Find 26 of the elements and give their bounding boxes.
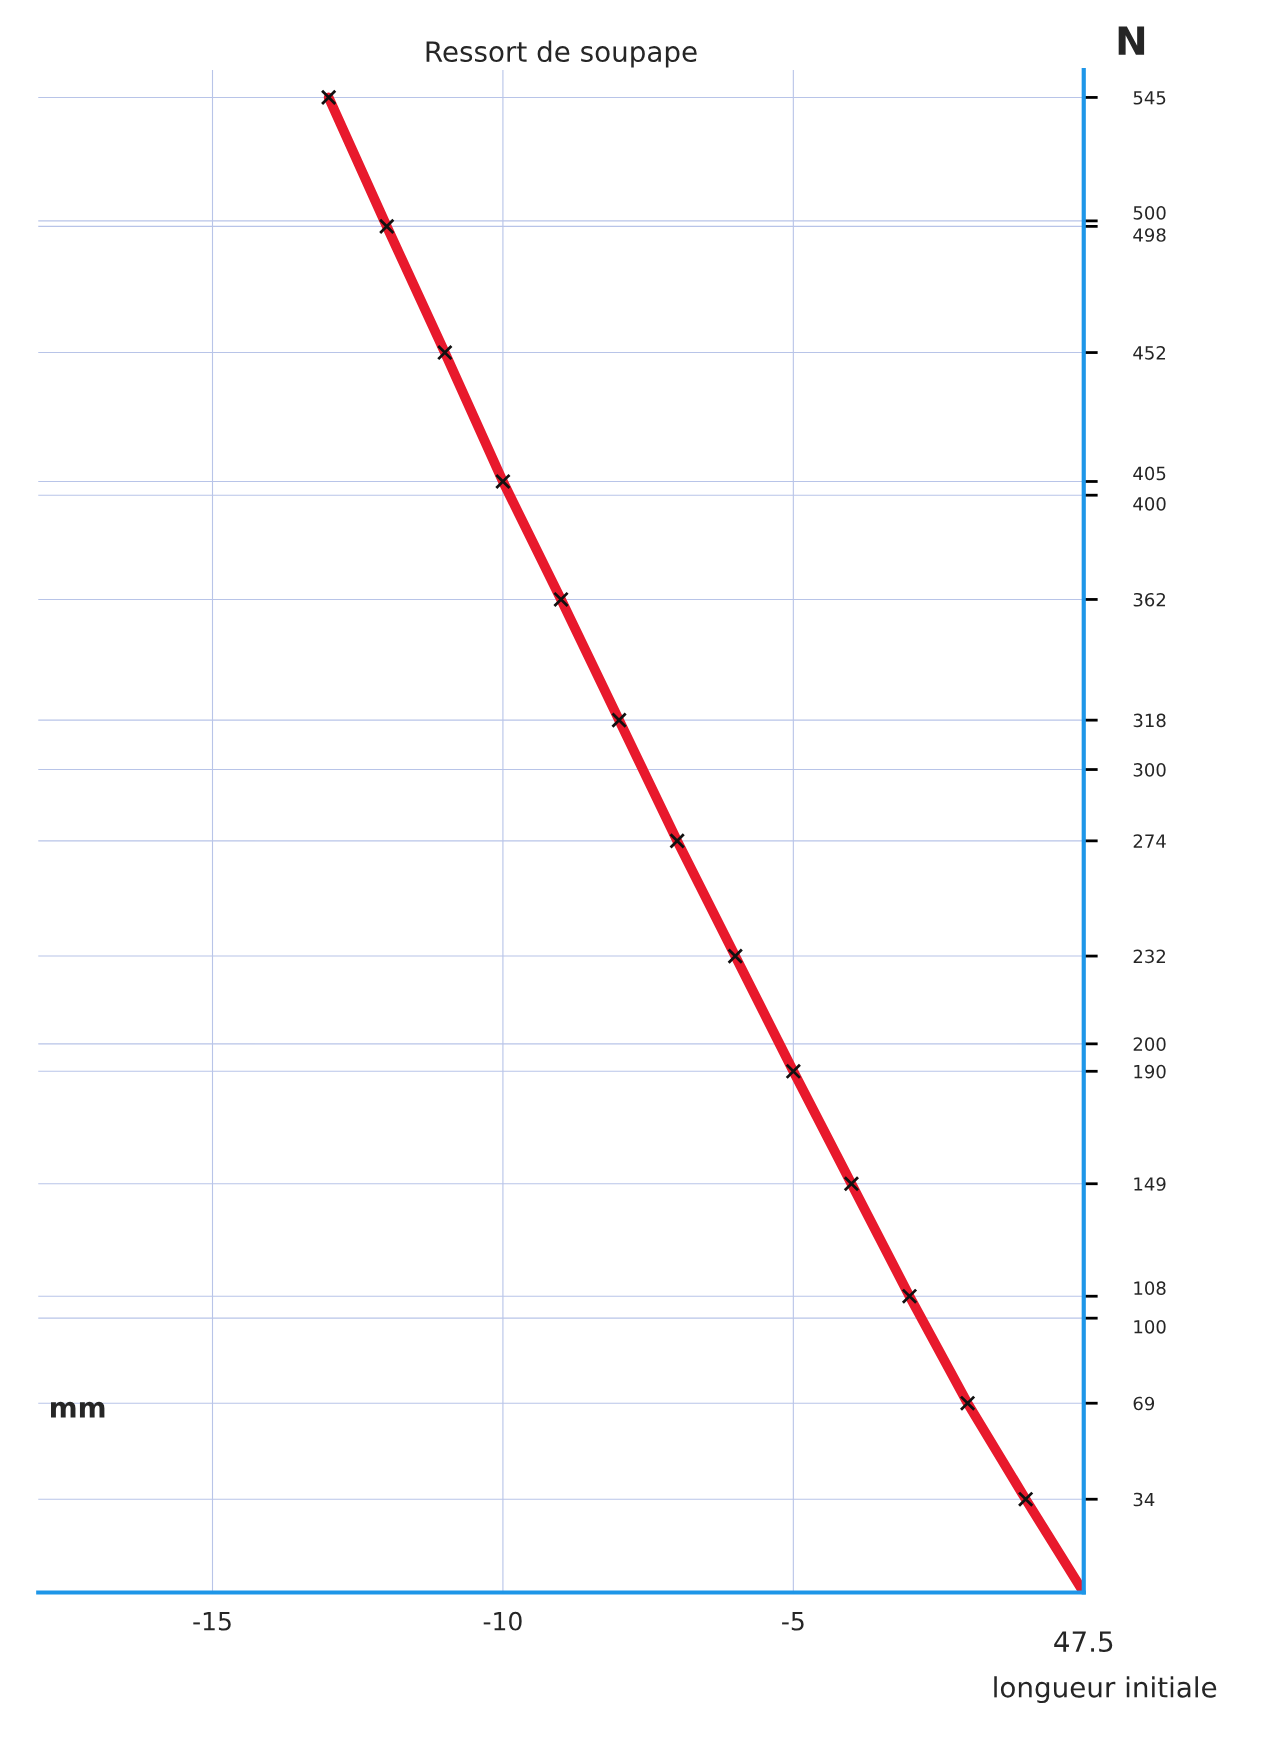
y-tick-label: 498 — [1133, 228, 1166, 242]
y-tick-label: 400 — [1133, 497, 1166, 511]
y-tick-label: 200 — [1133, 1037, 1166, 1051]
text: longueur initiale — [994, 1676, 1217, 1704]
y-tick-label: 34 — [1133, 1492, 1155, 1507]
y-tick-label: 545 — [1133, 91, 1166, 105]
x-tick-label: -10 — [483, 1611, 522, 1631]
text: 47.5 — [1054, 1631, 1113, 1653]
y-axis-title: N — [1118, 26, 1145, 55]
y-tick-label: 232 — [1133, 949, 1166, 964]
y-tick-label: 318 — [1133, 713, 1166, 728]
y-tick-label: 405 — [1133, 466, 1166, 481]
chart-title: Ressort de soupape — [426, 40, 697, 68]
y-tick-label: 69 — [1133, 1396, 1155, 1411]
y-tick-label: 108 — [1134, 1281, 1166, 1296]
y-tick-label: 452 — [1133, 346, 1166, 360]
y-tick-label: 149 — [1134, 1177, 1166, 1191]
y-tick-label: 274 — [1133, 834, 1166, 848]
y-tick-label: 362 — [1133, 592, 1166, 607]
y-tick-label: 100 — [1134, 1319, 1166, 1334]
x-tick-label: -15 — [193, 1612, 231, 1631]
y-tick-label: 300 — [1133, 762, 1166, 777]
y-tick-label: 500 — [1133, 206, 1166, 220]
y-tick-label: 190 — [1134, 1064, 1166, 1079]
x-tick-label: -5 — [782, 1612, 804, 1631]
x-axis-title: mm — [51, 1401, 105, 1418]
